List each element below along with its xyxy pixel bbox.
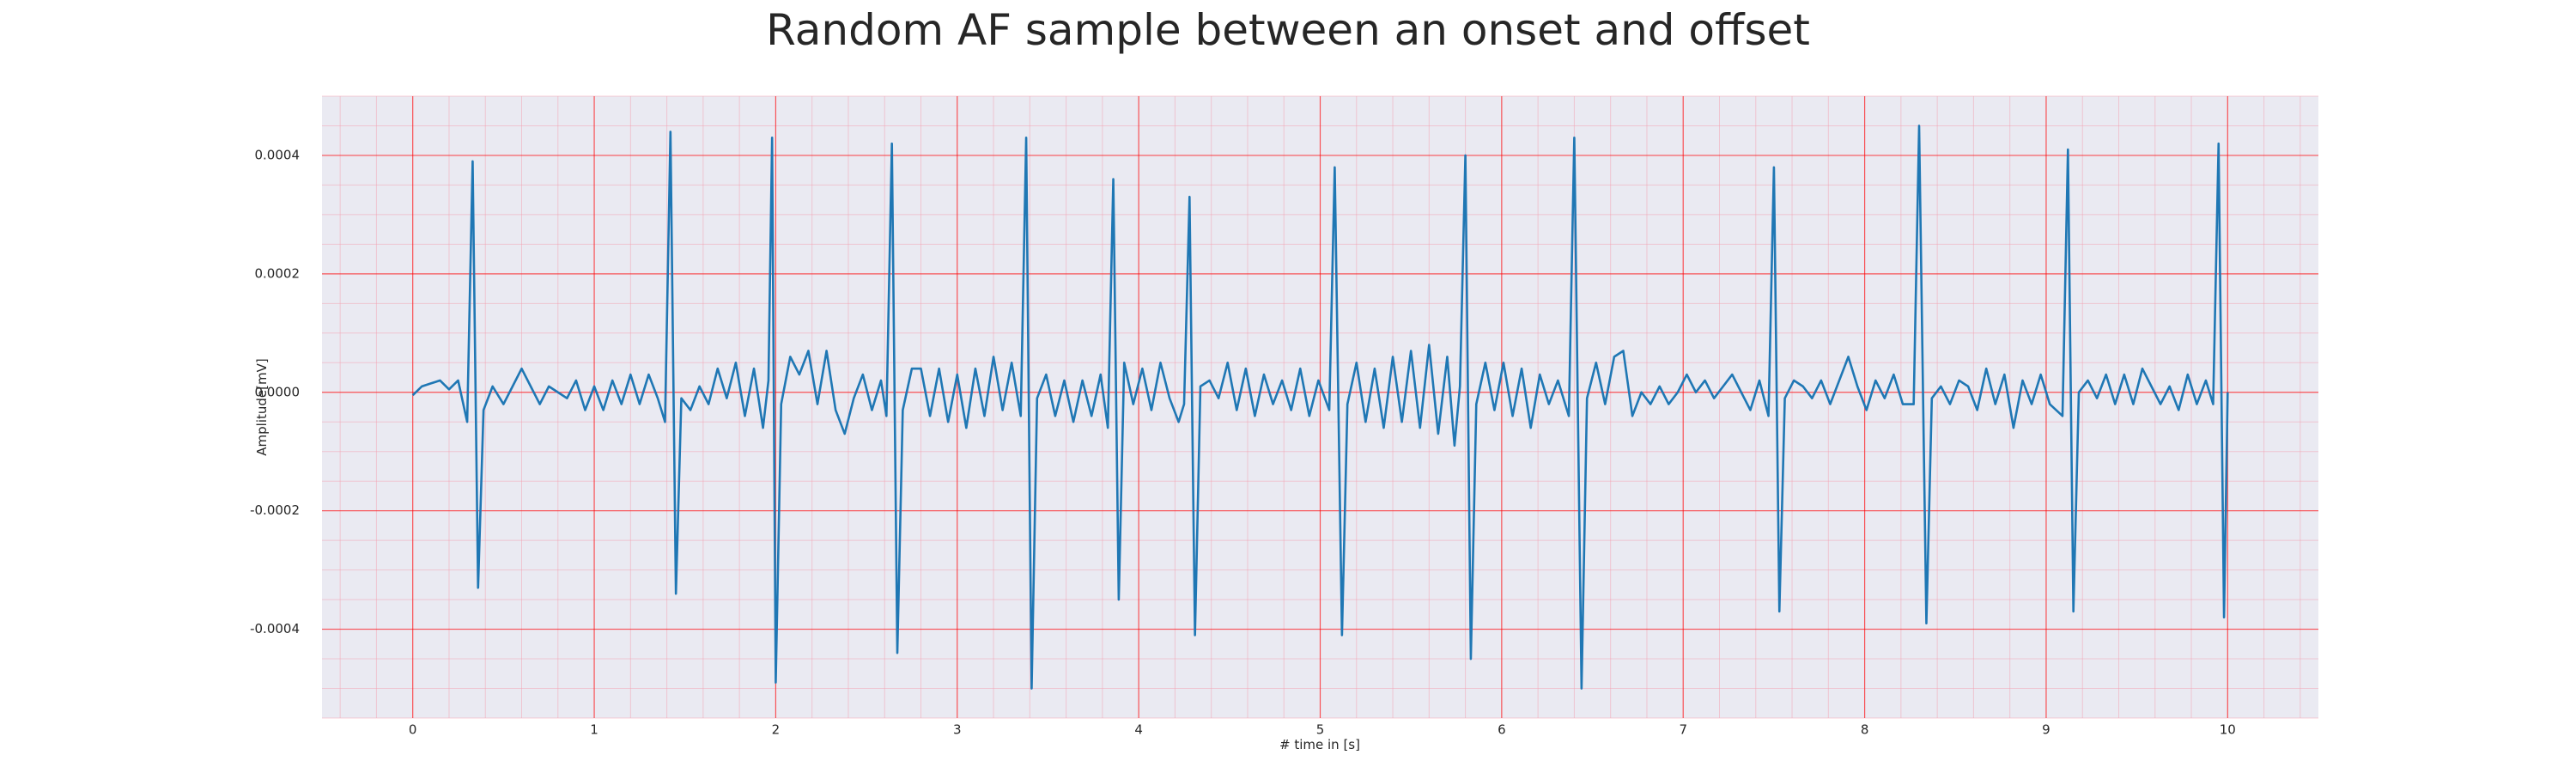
x-tick-label: 0 <box>409 722 417 738</box>
y-axis-label: Amplitude[mV] <box>254 358 270 455</box>
x-tick-label: 8 <box>1861 722 1869 738</box>
x-tick-label: 9 <box>2042 722 2050 738</box>
signal-line <box>411 125 2229 690</box>
y-tick-label: -0.0004 <box>250 621 300 636</box>
x-tick-label: 6 <box>1498 722 1506 738</box>
x-tick-label: 7 <box>1679 722 1687 738</box>
x-tick-label: 10 <box>2220 722 2236 738</box>
chart-title: Random AF sample between an onset and of… <box>766 5 1810 55</box>
x-axis-label: # time in [s] <box>1279 737 1360 752</box>
x-tick-label: 2 <box>772 722 781 738</box>
x-tick-label: 5 <box>1316 722 1325 738</box>
x-tick-label: 4 <box>1134 722 1143 738</box>
y-tick-label: 0.0004 <box>255 147 301 162</box>
y-tick-label: -0.0002 <box>250 502 300 518</box>
y-tick-label: 0.0002 <box>255 265 301 281</box>
y-tick-label: 0.0000 <box>255 384 301 399</box>
x-tick-label: 3 <box>953 722 962 738</box>
x-tick-label: 1 <box>590 722 598 738</box>
